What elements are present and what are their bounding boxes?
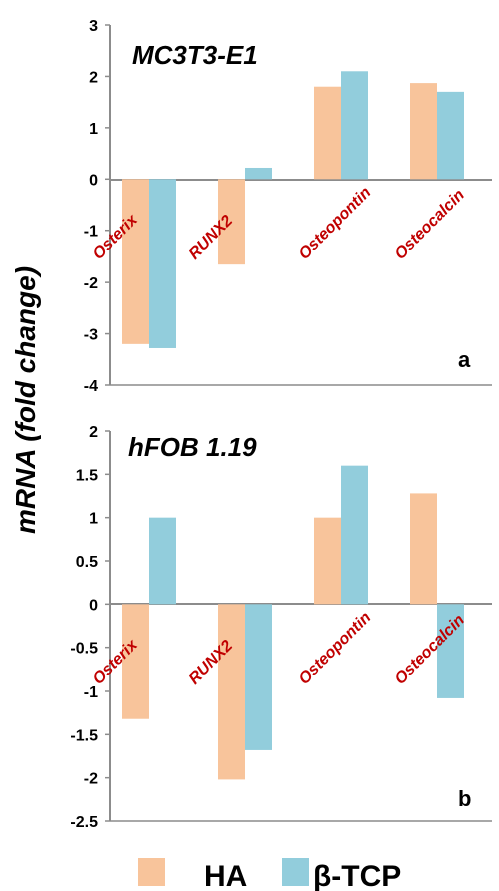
panel-b-category-label: Osteopontin bbox=[296, 609, 375, 688]
legend-label-btcp: β-TCP bbox=[313, 860, 401, 891]
panel-b-bar-ha-runx2 bbox=[218, 604, 245, 780]
panel-b-bar-btcp-runx2 bbox=[245, 604, 272, 750]
panel-b-y-tick-label: 0 bbox=[89, 597, 98, 614]
legend: HA β-TCP bbox=[138, 858, 401, 891]
legend-swatch-btcp bbox=[282, 858, 309, 886]
panel-b-bar-ha-osterix bbox=[122, 604, 149, 719]
panel-a-bar-btcp-osterix bbox=[149, 179, 176, 348]
panel-a-y-tick-label: 3 bbox=[89, 18, 98, 35]
panel-a-y-tick-label: 2 bbox=[89, 69, 98, 86]
panel-a-title: MC3T3-E1 bbox=[132, 40, 258, 70]
panel-a-bar-ha-osteopontin bbox=[314, 86, 341, 180]
panel-a-y-tick-label: -3 bbox=[84, 327, 98, 344]
panel-a-bar-btcp-osteocalcin bbox=[437, 91, 464, 180]
panel-a-bar-btcp-runx2 bbox=[245, 167, 272, 180]
panel-b-y-tick-label: -2.5 bbox=[70, 814, 98, 831]
panel-b-y-tick-label: -0.5 bbox=[70, 641, 98, 658]
panel-a-y-tick-label: -4 bbox=[84, 378, 98, 395]
panel-b: hFOB 1.19 b 2 1.5 1 0.5 0 -0.5 -1 -1.5 -2 -2.5 Ost… bbox=[70, 424, 492, 831]
panel-a-bar-ha-osteocalcin bbox=[410, 83, 437, 180]
legend-label-ha: HA bbox=[204, 860, 247, 891]
panel-b-y-tick-label: 0.5 bbox=[76, 554, 98, 571]
panel-b-y-tick-label: 1.5 bbox=[76, 467, 98, 484]
panel-a-bar-btcp-osteopontin bbox=[341, 71, 368, 180]
panel-b-bar-btcp-osteopontin bbox=[341, 465, 368, 605]
panel-b-bar-btcp-osteocalcin bbox=[437, 604, 464, 698]
panel-b-y-tick-label: -2 bbox=[84, 771, 98, 788]
legend-swatch-ha bbox=[138, 858, 165, 886]
panel-b-y-tick-label: 2 bbox=[89, 424, 98, 441]
panel-a-y-tick-label: -2 bbox=[84, 275, 98, 292]
panel-b-title: hFOB 1.19 bbox=[128, 432, 257, 462]
panel-a-category-label: Osteopontin bbox=[296, 184, 375, 263]
panel-b-y-tick-label: -1.5 bbox=[70, 727, 98, 744]
panel-a-bar-ha-runx2 bbox=[218, 179, 245, 265]
panel-b-y-tick-label: -1 bbox=[84, 684, 98, 701]
panel-b-bar-btcp-osterix bbox=[149, 517, 176, 605]
panel-a-bar-ha-osterix bbox=[122, 179, 149, 344]
y-axis-label: mRNA (fold change) bbox=[10, 266, 41, 534]
panel-a-y-tick-label: 1 bbox=[89, 121, 98, 138]
panel-a-y-tick-label: -1 bbox=[84, 224, 98, 241]
panel-a-category-label: Osteocalcin bbox=[392, 187, 468, 263]
panel-b-label: b bbox=[458, 786, 471, 811]
panel-a-y-tick-label: 0 bbox=[89, 172, 98, 189]
panel-b-bar-ha-osteopontin bbox=[314, 517, 341, 605]
panel-b-y-tick-label: 1 bbox=[89, 511, 98, 528]
panel-a-label: a bbox=[458, 347, 471, 372]
panel-b-bar-ha-osteocalcin bbox=[410, 493, 437, 605]
